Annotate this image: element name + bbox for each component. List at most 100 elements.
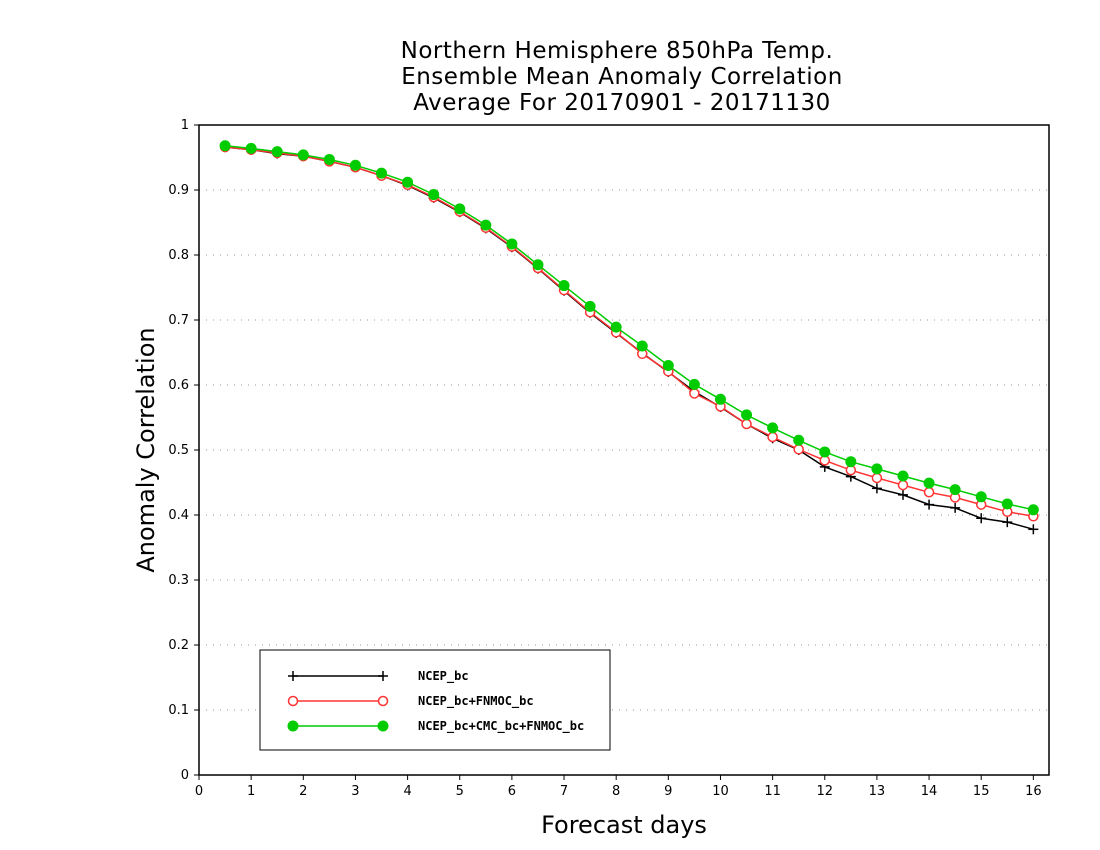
data-point — [219, 140, 231, 152]
series-line — [225, 145, 1034, 511]
x-tick-label: 15 — [973, 784, 990, 799]
x-tick-label: 14 — [921, 784, 938, 799]
data-point — [349, 159, 361, 171]
series-line — [225, 146, 1034, 531]
series-1 — [219, 141, 1039, 522]
y-tick-label: 0.3 — [168, 573, 189, 588]
y-tick-label: 0.9 — [168, 183, 189, 198]
y-tick-label: 1 — [181, 118, 189, 133]
data-point — [402, 176, 414, 188]
data-point — [741, 418, 752, 430]
chart-title-line-1: Northern Hemisphere 850hPa Temp. — [401, 38, 834, 64]
x-tick-label: 13 — [869, 784, 886, 799]
legend-item-2: NCEP_bc+CMC_bc+FNMOC_bc — [287, 719, 584, 734]
data-point — [506, 238, 518, 250]
data-point — [949, 484, 961, 496]
data-point — [767, 422, 779, 434]
y-tick-label: 0 — [181, 768, 189, 783]
y-tick-label: 0.8 — [168, 248, 189, 263]
data-point — [1028, 524, 1039, 535]
y-tick-label: 0.4 — [168, 508, 189, 523]
legend-marker — [287, 720, 299, 732]
legend-box — [259, 649, 611, 751]
legend-marker — [377, 720, 389, 732]
data-point — [767, 431, 778, 443]
data-point — [714, 393, 726, 405]
series-lines — [219, 140, 1039, 535]
x-tick-label: 11 — [764, 784, 781, 799]
data-point — [897, 479, 909, 491]
x-tick-label: 2 — [299, 784, 307, 799]
data-point — [923, 477, 935, 489]
x-tick-label: 12 — [816, 784, 833, 799]
data-point — [662, 360, 674, 371]
data-point — [897, 489, 908, 500]
x-tick-label: 4 — [403, 784, 411, 799]
y-tick-label: 0.1 — [168, 703, 189, 718]
data-point — [741, 409, 753, 421]
legend-label: NCEP_bc+CMC_bc+FNMOC_bc — [418, 719, 584, 734]
data-point — [793, 434, 805, 446]
x-tick-label: 16 — [1025, 784, 1042, 799]
legend-marker — [377, 695, 389, 707]
x-axis-label: Forecast days — [541, 811, 707, 839]
data-point — [871, 463, 883, 475]
data-point — [976, 513, 987, 524]
legend-marker — [288, 671, 298, 681]
series-line — [225, 146, 1034, 518]
data-point — [610, 321, 622, 333]
data-point — [323, 153, 335, 165]
legend: NCEP_bc NCEP_bc+FNMOC_bc NCEP_bc+CMC_bc+FN… — [259, 649, 611, 751]
y-tick-label: 0.7 — [168, 313, 189, 328]
data-point — [558, 280, 570, 292]
axis-ticks: 00.10.20.30.40.50.60.70.80.910 1 2 3 4 5 6 7 8 9 1… — [168, 118, 1041, 799]
series-0 — [220, 142, 1039, 535]
data-point — [297, 149, 309, 161]
x-tick-label: 10 — [712, 784, 729, 799]
legend-marker — [287, 695, 299, 707]
data-point — [897, 470, 909, 482]
chart-title-line-2: Ensemble Mean Anomaly Correlation — [401, 64, 843, 90]
legend-item-1: NCEP_bc+FNMOC_bc — [287, 694, 534, 709]
data-point — [871, 472, 883, 484]
y-tick-label: 0.2 — [168, 638, 189, 653]
data-point — [480, 219, 492, 231]
data-point — [532, 259, 544, 271]
data-point — [454, 203, 466, 215]
x-tick-label: 6 — [508, 784, 516, 799]
data-point — [428, 189, 440, 201]
data-point — [584, 300, 596, 312]
x-tick-label: 7 — [560, 784, 568, 799]
data-point — [636, 340, 648, 352]
data-point — [924, 499, 935, 510]
data-point — [1027, 504, 1039, 516]
data-point — [271, 146, 283, 158]
y-tick-label: 0.5 — [168, 443, 189, 458]
y-tick-label: 0.6 — [168, 378, 189, 393]
data-point — [1001, 498, 1013, 510]
x-tick-label: 8 — [612, 784, 620, 799]
data-point — [245, 142, 257, 154]
data-point — [793, 444, 804, 455]
x-tick-label: 0 — [195, 784, 203, 799]
legend-label: NCEP_bc — [418, 669, 469, 684]
legend-label: NCEP_bc+FNMOC_bc — [418, 694, 534, 709]
data-point — [689, 388, 700, 399]
series-2 — [219, 140, 1039, 516]
x-tick-label: 1 — [247, 784, 255, 799]
data-point — [688, 378, 700, 390]
data-point — [950, 502, 961, 513]
legend-item-0: NCEP_bc — [288, 669, 469, 684]
gridlines — [199, 189, 1049, 711]
legend-marker — [378, 671, 388, 681]
data-point — [845, 456, 857, 468]
data-point — [871, 483, 882, 494]
data-point — [1002, 517, 1013, 528]
x-tick-label: 9 — [664, 784, 672, 799]
chart-title-line-3: Average For 20170901 - 20171130 — [413, 90, 831, 116]
data-point — [376, 167, 388, 179]
x-tick-label: 3 — [351, 784, 359, 799]
y-axis-label: Anomaly Correlation — [132, 327, 160, 572]
data-point — [975, 491, 987, 503]
